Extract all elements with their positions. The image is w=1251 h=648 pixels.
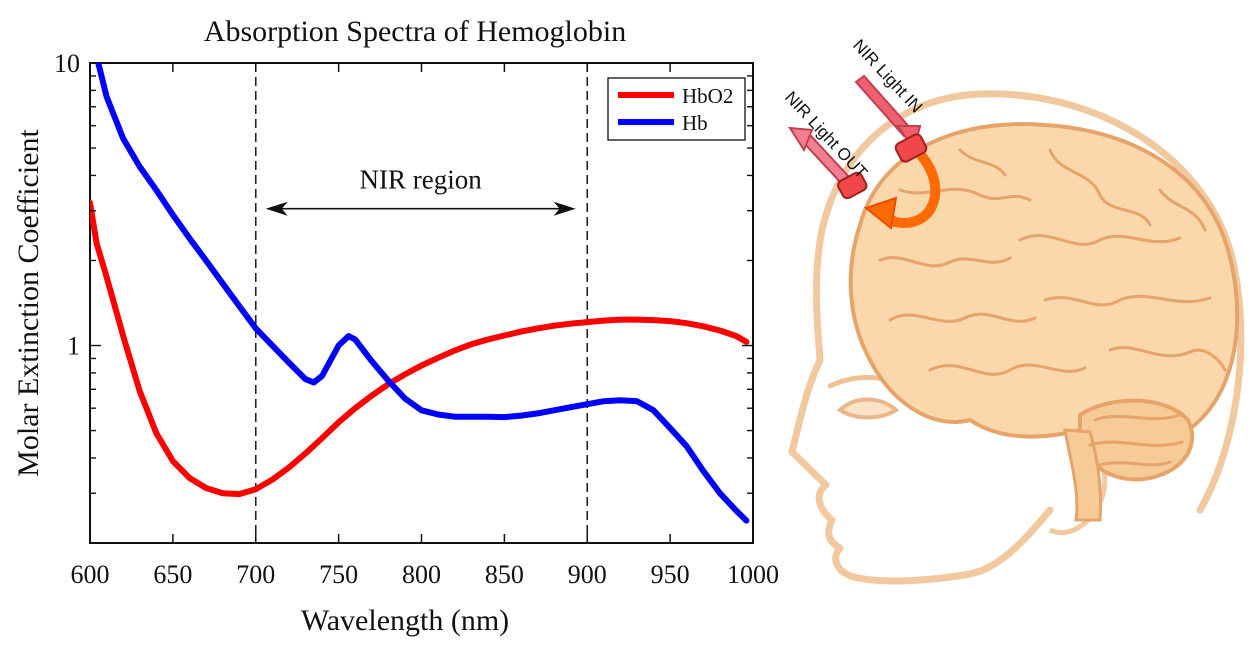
nir-boundary-lines <box>254 63 589 543</box>
y-tick-label-1: 1 <box>67 332 80 361</box>
head-outline <box>788 90 1245 585</box>
x-tick-label-750: 750 <box>319 560 358 589</box>
axis-ticks <box>89 63 754 544</box>
eye <box>836 397 900 420</box>
x-tick-label-800: 800 <box>402 560 441 589</box>
light-path-arrowhead <box>863 196 898 230</box>
series-line-hb <box>95 63 750 524</box>
brain-stem <box>1063 428 1102 522</box>
series-line-hbo2 <box>90 199 750 498</box>
head-illustration: NIR Light IN NIR Light OUT <box>781 36 1245 585</box>
nir-light-out-arrow <box>788 126 868 200</box>
brain-cerebellum <box>1078 398 1195 482</box>
x-tick-label-1000: 1000 <box>727 560 779 589</box>
y-axis-label: Molar Extinction Coefficient <box>12 128 45 476</box>
nir-region-arrowhead-right <box>553 201 576 216</box>
x-axis-label: Wavelength (nm) <box>301 604 509 637</box>
series-group <box>90 63 750 524</box>
legend-label-hb: Hb <box>682 111 708 135</box>
nir-region-annotation: NIR region <box>265 165 576 216</box>
probe-out <box>837 171 868 200</box>
x-tick-label-650: 650 <box>153 560 192 589</box>
legend: HbO2 Hb <box>607 77 746 141</box>
y-tick-labels: 1 10 <box>54 49 80 361</box>
nir-light-in-arrow <box>854 74 928 163</box>
legend-label-hbo2: HbO2 <box>682 84 733 108</box>
brain <box>848 122 1240 522</box>
x-tick-label-950: 950 <box>651 560 690 589</box>
light-path-arc <box>883 147 941 228</box>
x-tick-labels: 600 650 700 750 800 850 900 950 1000 <box>71 560 780 589</box>
x-tick-label-600: 600 <box>71 560 110 589</box>
absorption-chart: Absorption Spectra of Hemoglobin 600 650 7… <box>12 15 779 637</box>
chart-title: Absorption Spectra of Hemoglobin <box>204 15 626 48</box>
probe-in <box>894 133 928 163</box>
x-tick-label-850: 850 <box>485 560 524 589</box>
y-tick-label-10: 10 <box>54 49 80 78</box>
brain-cerebrum <box>848 122 1240 451</box>
nir-region-arrowhead-left <box>265 201 288 216</box>
legend-box <box>607 77 746 141</box>
x-tick-label-900: 900 <box>568 560 607 589</box>
x-tick-label-700: 700 <box>236 560 275 589</box>
nir-region-label: NIR region <box>360 165 483 195</box>
brain-folds <box>878 148 1227 467</box>
